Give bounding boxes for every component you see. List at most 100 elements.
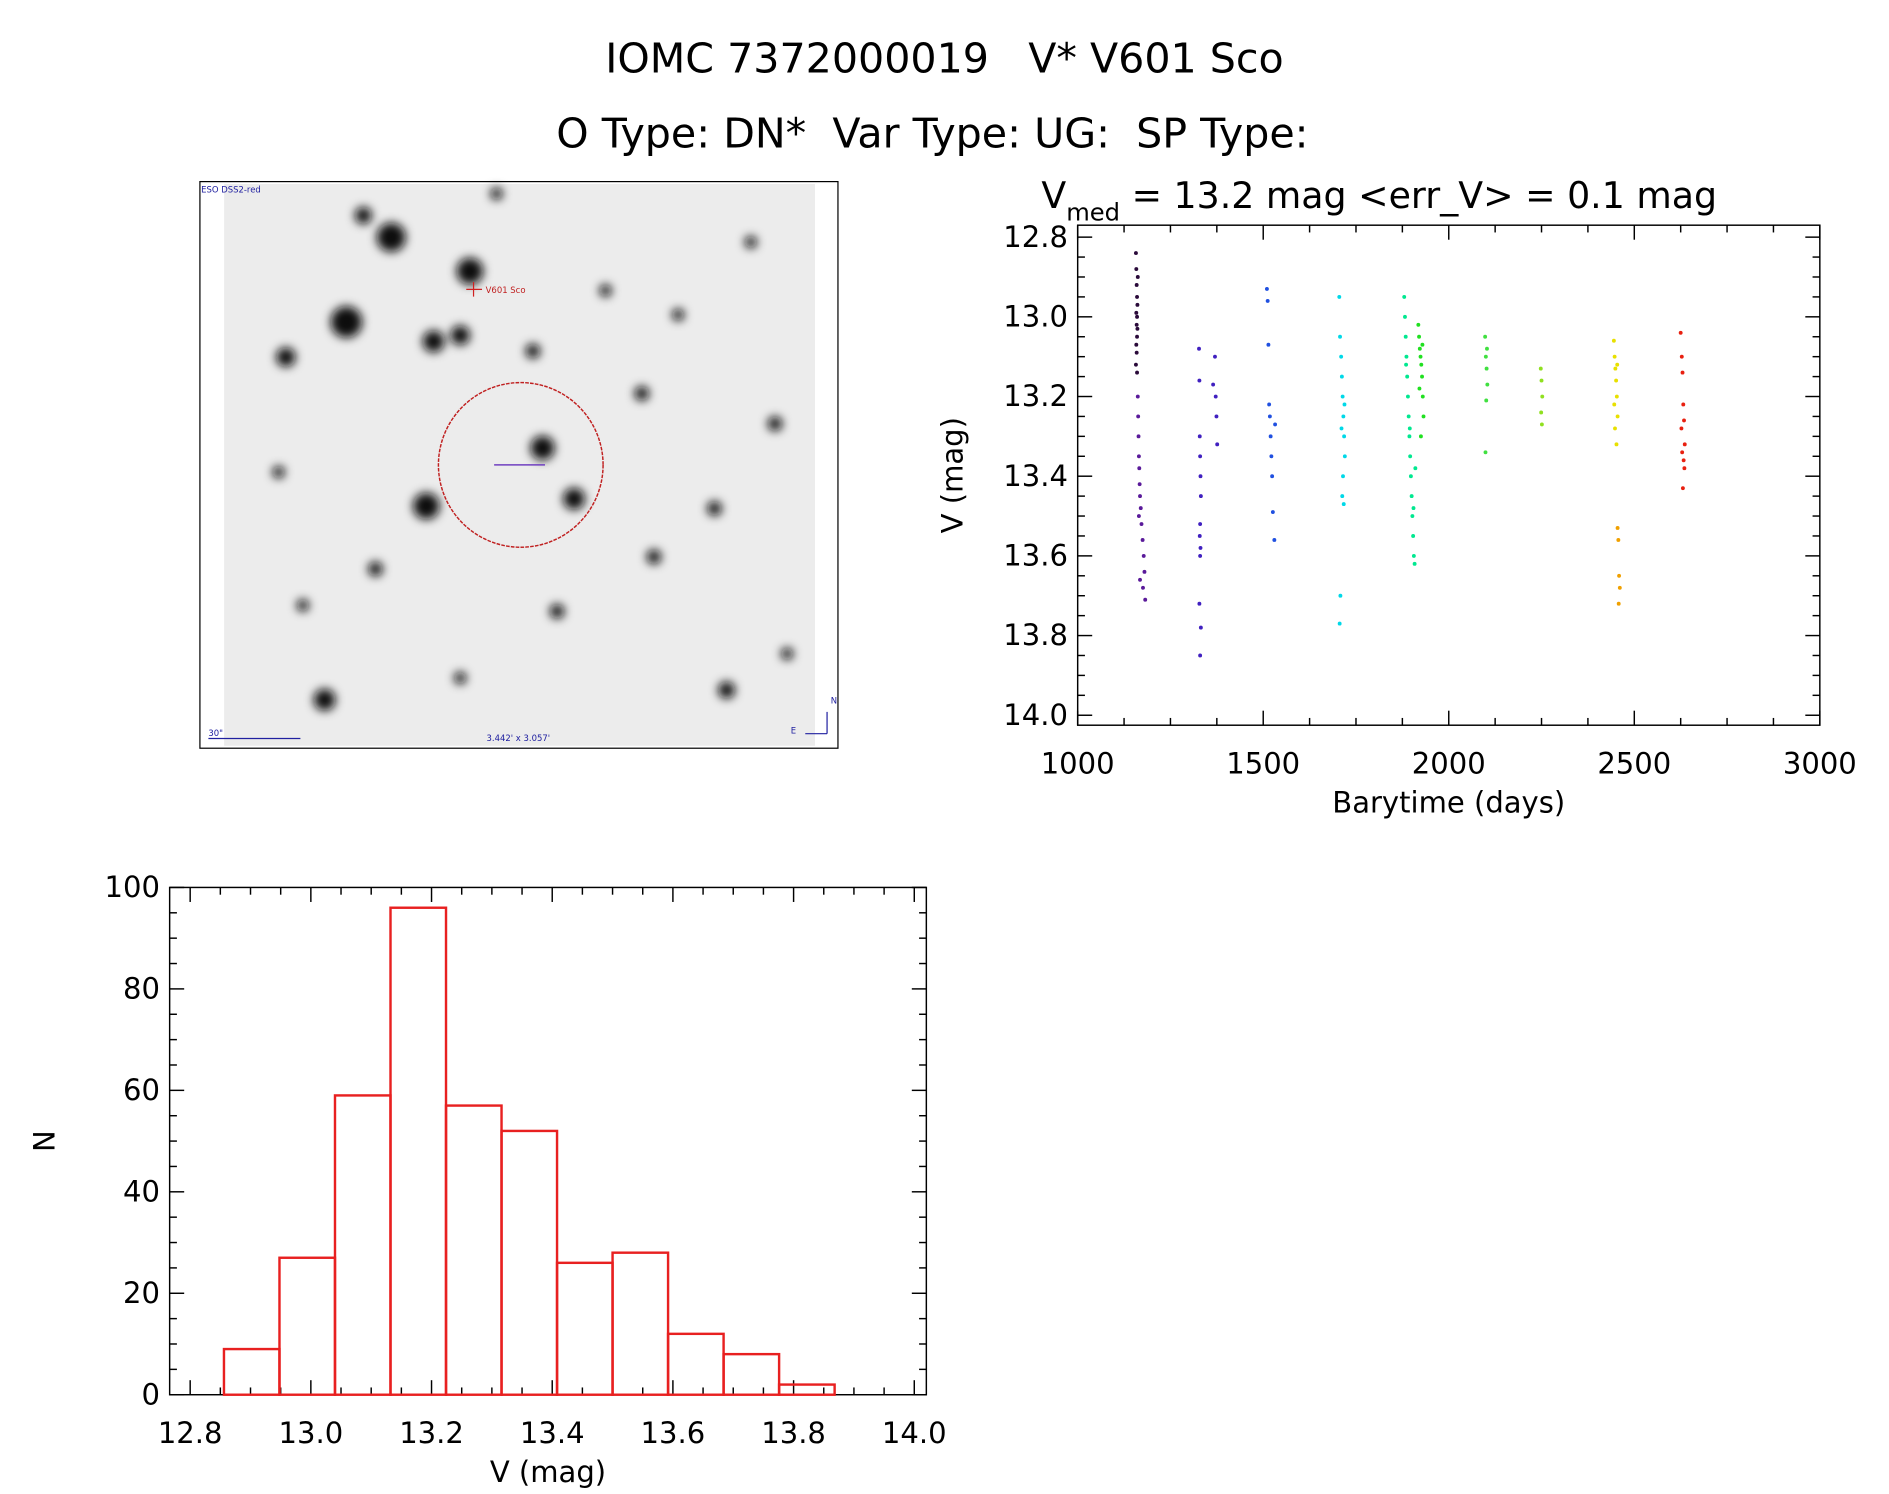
y-tick-label: 40 (123, 1174, 160, 1208)
y-axis-label: N (28, 1130, 62, 1152)
histogram-bar (777, 1383, 836, 1396)
data-point (1197, 601, 1202, 606)
data-point (1339, 354, 1344, 359)
data-point (1612, 354, 1617, 359)
data-point (1138, 577, 1142, 582)
data-point (1681, 402, 1686, 407)
histogram-bar (389, 906, 448, 1396)
data-point (1273, 422, 1278, 427)
data-point (1418, 434, 1423, 439)
data-point (1135, 275, 1140, 279)
data-point (1680, 450, 1685, 455)
data-point (1420, 342, 1425, 347)
data-point (1611, 338, 1616, 343)
data-point (1136, 414, 1141, 419)
data-point (1197, 434, 1202, 439)
data-point (1341, 414, 1346, 419)
data-point (1134, 342, 1139, 347)
data-point (1483, 334, 1488, 339)
data-point (1405, 394, 1410, 399)
x-tick-label: 13.2 (399, 1416, 464, 1450)
data-point (1139, 522, 1144, 526)
x-tick-label: 14.0 (882, 1416, 947, 1450)
data-point (1135, 370, 1139, 375)
data-point (1266, 342, 1271, 347)
histogram-bar (555, 1261, 614, 1396)
data-point (1270, 510, 1275, 514)
data-point (1197, 534, 1202, 538)
data-point (1215, 442, 1220, 447)
survey-label: ESO DSS2-red (201, 185, 261, 195)
y-tick-label: 100 (105, 870, 160, 904)
x-tick-label: 3000 (1783, 747, 1857, 781)
data-point (1133, 251, 1138, 256)
data-point (1405, 374, 1410, 379)
data-point (1342, 402, 1347, 407)
data-point (1337, 294, 1342, 299)
data-point (1135, 302, 1140, 307)
data-point (1417, 386, 1422, 391)
data-point (1411, 534, 1416, 538)
data-point (1269, 454, 1274, 459)
data-point (1485, 382, 1490, 387)
data-point (1135, 326, 1140, 331)
y-tick-label: 13.4 (1003, 459, 1068, 493)
histogram-bar (722, 1352, 781, 1396)
data-point (1680, 486, 1685, 491)
data-point (1407, 426, 1412, 431)
data-point (1267, 414, 1272, 419)
data-point (1337, 621, 1342, 626)
data-point (1539, 378, 1544, 383)
data-point (1484, 398, 1489, 403)
data-point (1198, 653, 1203, 658)
data-point (1198, 474, 1203, 479)
data-point (1404, 354, 1409, 359)
data-point (1412, 561, 1417, 566)
data-point (1340, 394, 1345, 399)
data-point (1538, 366, 1543, 371)
data-point (1403, 334, 1408, 339)
y-tick-label: 13.6 (1003, 539, 1068, 573)
data-point (1408, 454, 1413, 459)
data-point (1614, 442, 1619, 447)
data-point (1483, 450, 1488, 455)
x-tick-label: 13.0 (279, 1416, 344, 1450)
data-point (1211, 382, 1216, 387)
data-point (1198, 553, 1203, 558)
data-point (1416, 322, 1421, 327)
data-point (1198, 545, 1203, 550)
data-point (1135, 314, 1139, 319)
y-tick-label: 13.0 (1003, 300, 1068, 334)
north-label: N (831, 695, 837, 705)
data-point (1342, 434, 1347, 439)
data-point (1342, 454, 1347, 459)
chart-title-part: V (1041, 174, 1066, 217)
data-point (1136, 434, 1141, 439)
data-point (1142, 569, 1147, 574)
data-point (1134, 322, 1139, 327)
data-point (1411, 506, 1416, 511)
histogram-bar (444, 1104, 503, 1396)
chart-title: Vmed = 13.2 mag <err_V> = 0.1 mag (1041, 174, 1717, 226)
data-point (1616, 601, 1621, 606)
data-point (1138, 506, 1143, 511)
y-tick-label: 20 (123, 1276, 160, 1310)
data-point (1613, 426, 1617, 431)
data-point (1338, 334, 1342, 339)
data-point (1134, 350, 1139, 355)
data-point (1680, 370, 1685, 375)
data-point (1198, 494, 1203, 499)
east-label: E (791, 726, 796, 736)
histogram-bar (666, 1332, 725, 1396)
data-point (1679, 426, 1684, 431)
data-point (1268, 434, 1273, 439)
data-point (1539, 422, 1544, 427)
x-tick-label: 13.6 (641, 1416, 706, 1450)
data-point (1682, 442, 1687, 447)
data-point (1613, 366, 1618, 371)
data-point (1484, 366, 1489, 371)
data-point (1404, 362, 1409, 367)
y-tick-label: 60 (123, 1073, 160, 1107)
x-axis-label: Barytime (days) (1332, 785, 1565, 819)
data-point (1138, 494, 1142, 499)
